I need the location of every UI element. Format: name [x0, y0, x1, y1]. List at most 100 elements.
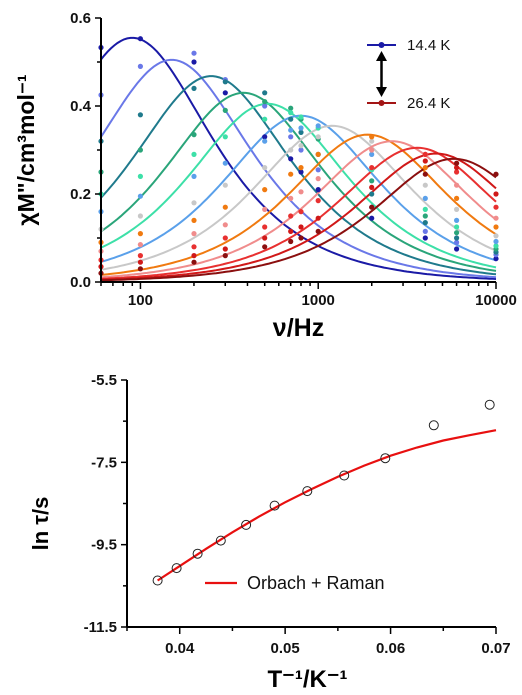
data-point-s8-4	[222, 204, 228, 210]
fit-curve-4	[100, 91, 497, 272]
data-point-s9-12	[493, 215, 499, 221]
data-point-s1-6	[288, 156, 294, 162]
data-point-3	[192, 548, 203, 559]
fit-curve-orbach-raman	[156, 429, 497, 582]
data-point-s6-3	[191, 173, 197, 179]
x-axis-title: ν/Hz	[273, 314, 324, 342]
data-point-s11-8	[315, 215, 321, 221]
data-point-s11-5	[262, 235, 268, 241]
data-point-s7-12	[493, 233, 499, 239]
data-point-s7-3	[191, 200, 197, 206]
y-tick-label: -5.5	[91, 372, 117, 389]
data-point-s4-4	[222, 107, 228, 113]
data-point-s12-4	[222, 253, 228, 259]
data-point-s1-5	[262, 134, 268, 140]
data-point-s5-3	[191, 151, 197, 157]
legend-label: Orbach + Raman	[247, 573, 385, 593]
data-point-s8-11	[454, 195, 460, 201]
data-point-s9-5	[262, 206, 268, 212]
data-point-s5-12	[493, 243, 499, 249]
data-point-s4-3	[191, 132, 197, 138]
data-point-s7-8	[315, 134, 321, 140]
data-point-s10-8	[315, 198, 321, 204]
data-point-s8-9	[369, 134, 375, 140]
fit-curve-6	[100, 114, 497, 263]
data-point-s10-4	[222, 235, 228, 241]
data-point-s10-2	[137, 253, 143, 259]
data-point-s6-4	[222, 160, 228, 166]
data-point-s2-8	[315, 167, 321, 173]
data-point-1	[152, 575, 163, 586]
data-point-s5-5	[262, 116, 268, 122]
data-point-s8-7	[298, 165, 304, 171]
data-point-s3-2	[137, 112, 143, 118]
data-point-s10-12	[493, 204, 499, 210]
data-point-s2-5	[262, 103, 268, 109]
data-point-s6-6	[288, 127, 294, 133]
y-axis-title: χM"/cm³mol⁻¹	[13, 74, 39, 225]
fit-curve-7	[100, 124, 497, 271]
data-point-s10-5	[262, 224, 268, 230]
data-point-s2-2	[137, 63, 143, 69]
data-point-s3-7	[298, 129, 304, 135]
y-tick-label: 0.2	[70, 186, 91, 203]
data-point-s6-10	[422, 195, 428, 201]
data-point-s4-11	[454, 230, 460, 236]
x-tick-label: 0.04	[165, 640, 195, 657]
data-point-s11-2	[137, 259, 143, 265]
data-point-s7-4	[222, 182, 228, 188]
data-point-6	[269, 500, 280, 511]
data-point-s7-5	[262, 165, 268, 171]
data-point-s5-4	[222, 134, 228, 140]
data-point-s10-3	[191, 244, 197, 250]
data-point-s6-5	[262, 138, 268, 144]
data-point-s10-9	[369, 165, 375, 171]
data-point-s11-12	[493, 191, 499, 197]
x-tick-label: 0.05	[271, 640, 300, 657]
fit-curve-2	[100, 58, 497, 279]
data-point-s1-8	[315, 187, 321, 193]
data-point-s10-10	[422, 151, 428, 157]
legend-marker-2	[378, 100, 385, 106]
fit-curve-10	[100, 146, 497, 280]
data-point-s2-3	[191, 50, 197, 56]
data-point-s2-10	[422, 228, 428, 234]
data-point-s11-3	[191, 253, 197, 259]
data-point-s8-3	[191, 217, 197, 223]
relaxation-time-panel: -5.5 -7.5 -9.5 -11.5 0.04 0.05 0.06 0.07 T⁻¹/K⁻¹…	[28, 372, 511, 693]
data-point-s7-11	[454, 206, 460, 212]
data-point-s1-3	[191, 59, 197, 65]
data-point-s3-11	[454, 235, 460, 241]
ac-susceptibility-panel: 0.0 0.2 0.4 0.6 100 1000 10000 ν/Hz χM"/cm³mol⁻¹…	[13, 10, 517, 342]
y-tick-label: -7.5	[91, 454, 117, 471]
legend-marker-1	[378, 42, 385, 48]
y-tick-label: 0.0	[70, 274, 91, 291]
data-point-s5-2	[137, 173, 143, 179]
data-point-s1-12	[493, 256, 499, 262]
data-point-s3-9	[369, 191, 375, 197]
data-point-s7-6	[288, 147, 294, 153]
data-point-s8-2	[137, 231, 143, 237]
data-point-s8-8	[315, 151, 321, 157]
data-point-s12-3	[191, 259, 197, 265]
data-point-s6-12	[493, 238, 499, 245]
data-point-s11-9	[369, 184, 375, 190]
data-point-s11-7	[298, 224, 304, 230]
data-point-s9-7	[298, 189, 304, 195]
y-tick-label: 0.4	[70, 98, 92, 115]
data-point-s12-5	[262, 244, 268, 250]
data-point-s12-7	[298, 235, 304, 241]
x-tick-label: 1000	[302, 292, 335, 309]
y-tick-label: -9.5	[91, 537, 117, 554]
data-point-11	[484, 399, 495, 410]
data-point-7	[302, 486, 313, 497]
data-point-s8-10	[422, 165, 428, 171]
data-point-s10-6	[288, 213, 294, 219]
data-point-s12-12	[493, 171, 499, 177]
fit-curve-11	[100, 152, 497, 281]
data-point-s12-9	[369, 204, 375, 210]
data-point-s12-6	[288, 238, 294, 245]
data-point-s6-2	[137, 193, 143, 199]
data-point-4	[215, 535, 226, 546]
